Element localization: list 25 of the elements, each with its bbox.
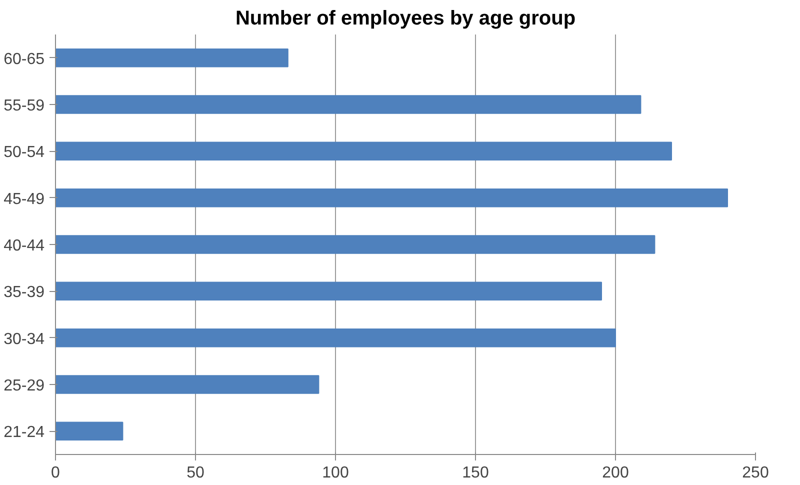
x-tick-label: 200 — [602, 464, 629, 482]
bar — [56, 188, 728, 208]
x-tick-label: 250 — [742, 464, 769, 482]
y-tick-label: 45-49 — [4, 190, 45, 208]
bar — [56, 142, 672, 161]
y-tick-label: 55-59 — [4, 98, 45, 114]
y-tick-label: 35-39 — [4, 284, 45, 302]
bar — [56, 95, 642, 114]
bar — [56, 282, 602, 301]
y-tick-label: 40-44 — [4, 238, 45, 254]
bar — [56, 375, 320, 394]
bar — [56, 422, 124, 441]
bar — [56, 235, 656, 254]
y-tick-label: 21-24 — [4, 424, 45, 442]
bar — [56, 328, 616, 348]
x-tick-label: 50 — [186, 464, 204, 482]
chart-title: Number of employees by age group — [235, 8, 576, 30]
x-tick-label: 0 — [51, 464, 60, 482]
y-tick-label: 50-54 — [4, 144, 45, 162]
x-tick-label: 150 — [462, 464, 489, 482]
bar — [56, 48, 288, 68]
x-tick-label: 100 — [322, 464, 349, 482]
y-tick-label: 30-34 — [4, 330, 45, 348]
y-tick-label: 25-29 — [4, 378, 45, 394]
y-tick-label: 60-65 — [4, 50, 45, 68]
